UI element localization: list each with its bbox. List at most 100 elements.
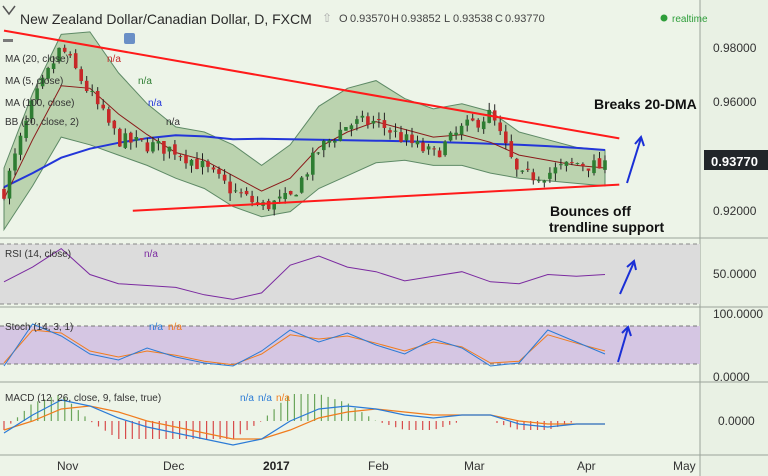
y-tick-label: 0.96000: [713, 95, 757, 109]
indicator-settings-icon[interactable]: [124, 33, 135, 44]
candle-body: [299, 177, 304, 193]
legend-ma100-label: MA (100, close): [5, 98, 74, 109]
macd-value: n/a: [240, 393, 254, 404]
ma100-line: [3, 134, 606, 189]
ma20-line: [3, 85, 606, 200]
candle-body: [498, 122, 502, 132]
x-tick-label: May: [673, 459, 696, 473]
candle-body: [46, 68, 50, 79]
last-price-badge: [704, 150, 768, 170]
candle-body: [355, 119, 359, 124]
ohlc-value-high: 0.93852: [401, 13, 441, 25]
candle-body: [360, 115, 365, 118]
candle-body: [597, 158, 602, 169]
rsi-title: RSI (14, close): [5, 249, 71, 260]
candle-body: [476, 119, 480, 128]
stoch-d-value: n/a: [168, 322, 182, 333]
rsi-line: [3, 247, 606, 300]
x-tick-label: Apr: [577, 459, 596, 473]
candle-body: [575, 163, 580, 165]
candle-body: [178, 156, 183, 158]
stoch-title: Stoch (14, 3, 1): [5, 322, 73, 333]
legend-ma100-value: n/a: [148, 98, 162, 109]
candle-body: [18, 135, 23, 155]
candle-body: [393, 130, 398, 132]
candle-body: [509, 141, 514, 157]
candle-body: [592, 160, 596, 174]
ohlc-value-close: 0.93770: [505, 13, 545, 25]
candle-body: [377, 119, 381, 121]
candle-body: [162, 141, 166, 154]
candle-body: [250, 195, 254, 203]
candle-body: [233, 190, 238, 192]
annotation-bounce-line1: Bounces off: [550, 203, 631, 219]
candle-body: [189, 159, 194, 166]
candle-body: [426, 146, 431, 150]
x-tick-label: Feb: [368, 459, 389, 473]
candle-body: [244, 190, 249, 195]
compare-icon[interactable]: ⇧: [322, 11, 332, 25]
candle-body: [173, 144, 177, 155]
legend-ma5-value: n/a: [138, 76, 152, 87]
candle-body: [222, 174, 227, 181]
candle-body: [200, 160, 205, 168]
realtime-label: realtime: [672, 14, 708, 25]
candle-body: [90, 91, 94, 92]
collapse-chevron-icon[interactable]: [2, 5, 16, 16]
rsi-value: n/a: [144, 249, 158, 260]
realtime-dot-icon: [660, 14, 668, 22]
candle-body: [294, 194, 298, 197]
rsi-y-tick: 50.0000: [713, 267, 757, 281]
candle-body: [101, 104, 105, 109]
candle-body: [531, 172, 536, 181]
ohlc-value-open: 0.93570: [350, 13, 390, 25]
candle-body: [437, 150, 442, 158]
candle-body: [537, 180, 541, 182]
candle-body: [305, 174, 310, 177]
candle-body: [35, 88, 39, 100]
trendline: [132, 183, 620, 212]
y-tick-label: 0.92000: [713, 204, 757, 218]
candle-body: [151, 142, 155, 152]
candle-body: [57, 47, 61, 62]
candle-body: [211, 167, 216, 170]
candle-body: [134, 137, 139, 141]
candle-body: [13, 153, 17, 171]
stoch-y-tick: 100.0000: [713, 307, 763, 321]
candle-body: [399, 132, 403, 142]
candle-body: [228, 181, 232, 194]
candle-body: [51, 63, 56, 69]
candle-body: [68, 54, 72, 56]
candle-body: [118, 128, 122, 147]
last-price-value: 0.93770: [711, 154, 758, 169]
candle-body: [465, 119, 469, 126]
candle-body: [73, 53, 78, 69]
candle-body: [515, 158, 519, 170]
candle-body: [217, 169, 221, 174]
macd-signal-line: [3, 405, 605, 440]
candle-body: [322, 140, 326, 151]
candle-body: [470, 118, 475, 121]
candle-body: [603, 160, 607, 170]
candle-body: [443, 141, 447, 156]
trendline: [3, 29, 620, 140]
annotation-breaks-20dma: Breaks 20-DMA: [594, 96, 697, 112]
candle-body: [542, 180, 547, 183]
candle-body: [333, 140, 337, 143]
candle-body: [272, 200, 276, 210]
candle-body: [481, 121, 486, 130]
symbol-title: New Zealand Dollar/Canadian Dollar, D, F…: [20, 11, 312, 27]
x-tick-label: Mar: [464, 459, 485, 473]
candle-body: [388, 130, 392, 133]
candle-body: [526, 168, 530, 170]
candle-body: [29, 100, 34, 120]
stoch-arrow: [617, 327, 629, 363]
candle-body: [344, 127, 348, 131]
annotation-arrows: [617, 135, 645, 363]
stoch-y-tick: 0.0000: [713, 370, 750, 384]
candle-body: [492, 110, 497, 121]
y-tick-label: 0.98000: [713, 41, 757, 55]
candle-body: [62, 47, 67, 52]
candle-body: [156, 141, 161, 144]
